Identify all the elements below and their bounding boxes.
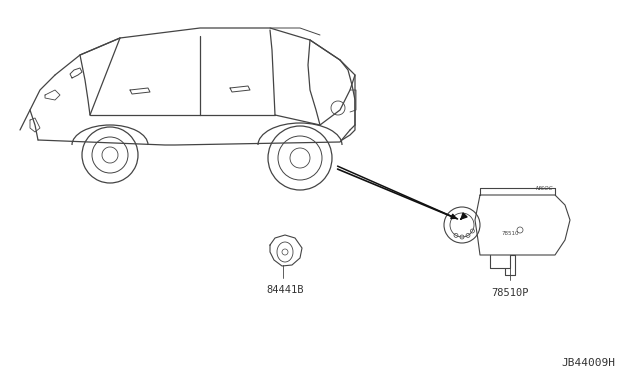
Text: JB44009H: JB44009H bbox=[561, 358, 615, 368]
Text: 78510: 78510 bbox=[501, 231, 519, 236]
Text: NISOC: NISOC bbox=[536, 186, 554, 191]
Text: 78510P: 78510P bbox=[492, 288, 529, 298]
Text: 84441B: 84441B bbox=[266, 285, 304, 295]
